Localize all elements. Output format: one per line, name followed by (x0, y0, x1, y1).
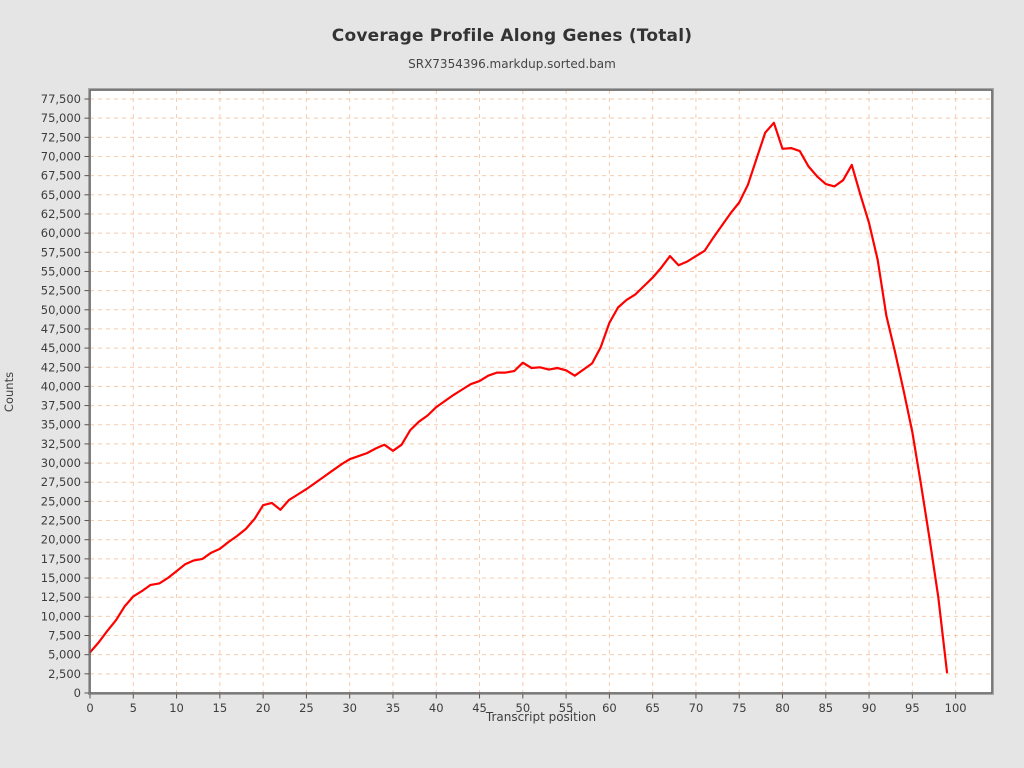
y-tick-label: 62,500 (41, 207, 81, 221)
x-tick-label: 10 (169, 701, 184, 715)
y-tick-label: 32,500 (41, 437, 81, 451)
y-tick-label: 52,500 (41, 284, 81, 298)
y-tick-label: 45,000 (41, 341, 81, 355)
x-tick-label: 0 (86, 701, 93, 715)
x-tick-label: 90 (862, 701, 877, 715)
x-tick-label: 100 (945, 701, 967, 715)
plot-background (90, 90, 992, 693)
x-tick-label: 75 (732, 701, 747, 715)
x-tick-label: 5 (130, 701, 137, 715)
y-tick-label: 22,500 (41, 514, 81, 528)
y-tick-label: 65,000 (41, 188, 81, 202)
x-tick-label: 20 (256, 701, 271, 715)
y-tick-label: 40,000 (41, 379, 81, 393)
x-tick-label: 80 (775, 701, 790, 715)
x-tick-label: 45 (472, 701, 487, 715)
y-tick-label: 15,000 (41, 571, 81, 585)
y-tick-label: 77,500 (41, 92, 81, 106)
y-tick-label: 67,500 (41, 169, 81, 183)
x-tick-label: 65 (645, 701, 660, 715)
y-tick-label: 42,500 (41, 360, 81, 374)
y-tick-label: 55,000 (41, 264, 81, 278)
x-tick-label: 15 (213, 701, 228, 715)
series-line (88, 121, 949, 674)
x-tick-label: 30 (342, 701, 357, 715)
y-tick-label: 75,000 (41, 111, 81, 125)
y-tick-label: 30,000 (41, 456, 81, 470)
y-tick-label: 0 (74, 686, 81, 700)
x-tick-label: 40 (429, 701, 444, 715)
y-tick-label: 50,000 (41, 303, 81, 317)
y-tick-label: 12,500 (41, 590, 81, 604)
y-tick-label: 7,500 (48, 629, 81, 643)
x-tick-label: 95 (905, 701, 920, 715)
x-tick-label: 85 (818, 701, 833, 715)
y-tick-label: 60,000 (41, 226, 81, 240)
x-tick-label: 50 (516, 701, 531, 715)
chart-title: Coverage Profile Along Genes (Total) (331, 26, 693, 46)
x-tick-label: 60 (602, 701, 617, 715)
y-tick-label: 27,500 (41, 475, 81, 489)
y-tick-label: 10,000 (41, 609, 81, 623)
x-tick-label: 55 (559, 701, 574, 715)
y-tick-label: 17,500 (41, 552, 81, 566)
y-tick-label: 35,000 (41, 418, 81, 432)
y-tick-label: 25,000 (41, 494, 81, 508)
x-tick-label: 25 (299, 701, 314, 715)
y-tick-label: 70,000 (41, 149, 81, 163)
plot-border (89, 89, 993, 694)
y-tick-label: 2,500 (48, 667, 81, 681)
plot-border-outer (88, 88, 994, 695)
chart-subtitle: SRX7354396.markdup.sorted.bam (408, 57, 616, 71)
x-axis-title: Transcript position (485, 710, 597, 724)
x-tick-label: 70 (689, 701, 704, 715)
y-tick-label: 47,500 (41, 322, 81, 336)
x-tick-label: 35 (386, 701, 401, 715)
y-tick-label: 37,500 (41, 399, 81, 413)
y-tick-label: 20,000 (41, 533, 81, 547)
y-tick-label: 5,000 (48, 648, 81, 662)
y-tick-label: 57,500 (41, 245, 81, 259)
y-tick-label: 72,500 (41, 130, 81, 144)
